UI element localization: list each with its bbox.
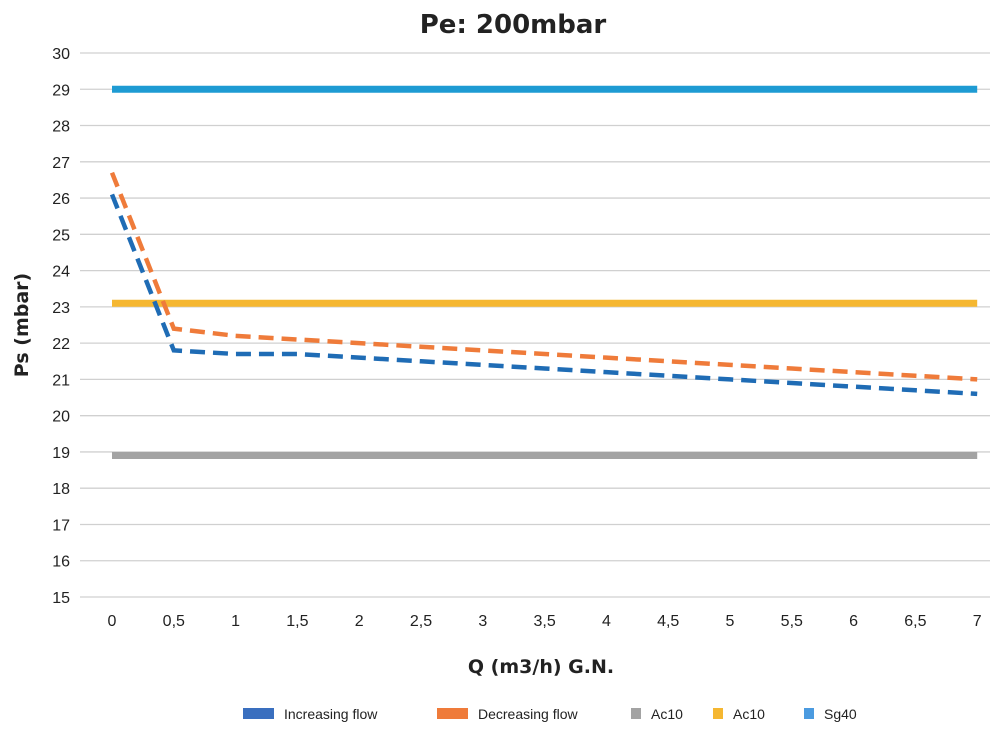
y-tick-label: 23 [52,300,70,317]
legend-swatch [804,708,814,719]
x-tick-label: 2 [355,613,364,630]
y-tick-label: 25 [52,227,70,244]
y-tick-label: 24 [52,264,70,281]
y-tick-label: 19 [52,445,70,462]
legend-swatch [243,708,274,719]
y-tick-label: 21 [52,372,70,389]
x-tick-label: 4,5 [657,613,679,630]
chart-title: Pe: 200mbar [420,10,607,40]
legend-label: Decreasing flow [478,706,578,722]
x-tick-label: 4 [602,613,611,630]
x-tick-label: 6 [849,613,858,630]
series-lines [109,85,978,460]
legend-label: Ac10 [733,706,765,722]
y-tick-label: 30 [52,46,70,63]
y-tick-label: 22 [52,336,70,353]
legend-label: Ac10 [651,706,683,722]
legend-label: Sg40 [824,706,857,722]
x-tick-label: 0 [108,613,117,630]
x-tick-label: 0,5 [163,613,185,630]
y-tick-label: 28 [52,119,70,136]
gridlines [80,52,990,598]
y-tick-label: 17 [52,517,70,534]
x-axis-title: Q (m3/h) G.N. [468,656,614,678]
y-tick-label: 15 [52,590,70,607]
y-axis-ticks: 15 16 17 18 19 20 21 22 23 24 25 26 27 28 29 30 [52,46,70,607]
x-tick-label: 3,5 [533,613,555,630]
x-tick-label: 1,5 [286,613,308,630]
series-line-0 [109,193,978,397]
y-tick-label: 20 [52,409,70,426]
x-tick-label: 6,5 [904,613,926,630]
x-tick-label: 1 [231,613,240,630]
y-tick-label: 16 [52,554,70,571]
y-tick-label: 29 [52,82,70,99]
x-tick-label: 5 [726,613,735,630]
y-tick-label: 27 [52,155,70,172]
series-line-1 [109,171,978,382]
x-tick-label: 5,5 [781,613,803,630]
x-tick-label: 7 [973,613,982,630]
x-tick-label: 2,5 [410,613,432,630]
y-axis-title: Ps (mbar) [11,273,33,377]
x-axis-ticks: 0 0,5 1 1,5 2 2,5 3 3,5 4 4,5 5 5,5 6 6,5 7 [108,613,982,630]
x-tick-label: 3 [478,613,487,630]
y-tick-label: 26 [52,191,70,208]
legend-swatch [631,708,641,719]
legend-swatch [437,708,468,719]
legend: Increasing flow Decreasing flow Ac10 Ac10 Sg… [243,706,857,722]
legend-label: Increasing flow [284,706,378,722]
y-tick-label: 18 [52,481,70,498]
legend-swatch [713,708,723,719]
